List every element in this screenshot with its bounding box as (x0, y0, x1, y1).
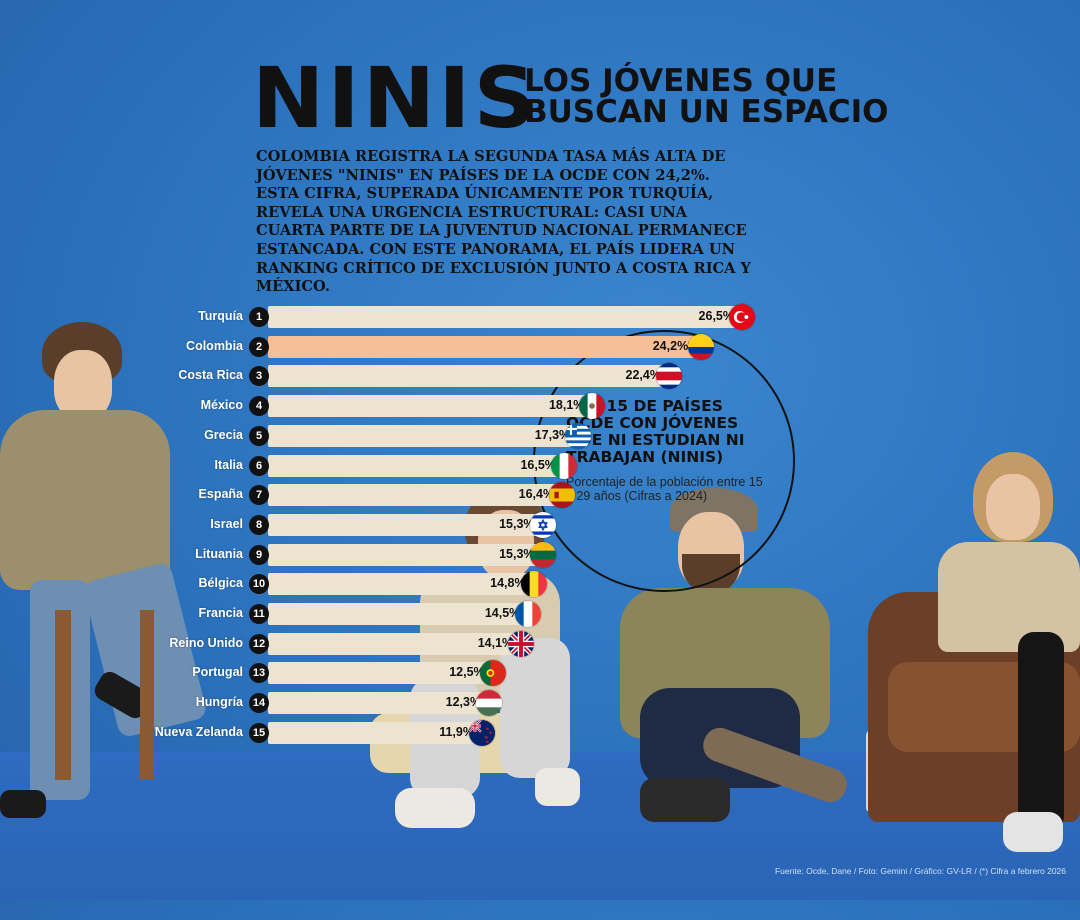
value-label: 26,5% (698, 309, 734, 323)
flag-icon (520, 571, 547, 598)
callout-title: TOP 15 DE PAÍSES OCDE CON JÓVENES QUE NI… (566, 397, 745, 466)
category-label: Francia (198, 606, 243, 620)
page-subtitle: LOS JÓVENES QUE BUSCAN UN ESPACIO (524, 63, 889, 130)
category-label: Costa Rica (178, 368, 243, 383)
flag-icon (515, 601, 542, 627)
bar (268, 721, 480, 744)
bar-row: Grecia 5 17,3% (0, 422, 1080, 449)
value-label: 16,4% (518, 487, 555, 502)
flag-icon (729, 304, 755, 330)
category-label: Lituania (195, 546, 243, 561)
category-label: Turquía (198, 309, 243, 323)
value-label: 14,5% (484, 606, 521, 620)
bar (268, 306, 740, 328)
bar (268, 484, 561, 507)
bar-row: Turquía 1 26,5% (0, 304, 1080, 330)
bar-chart: TOP 15 DE PAÍSES OCDE CON JÓVENES QUE NI… (0, 304, 1080, 746)
rank-badge: 5 (249, 425, 269, 446)
flag-icon (476, 690, 503, 717)
person-left (0, 320, 209, 830)
source-footer: Fuente: Ocde, Dane / Foto: Gemini / Gráf… (774, 866, 1066, 876)
rank-badge: 12 (249, 633, 269, 654)
category-label: Reino Unido (169, 635, 243, 650)
rank-badge: 3 (249, 366, 269, 387)
bar-row: Israel 8 15,3% (0, 511, 1080, 538)
bar (268, 424, 577, 447)
bar-highlight (268, 335, 700, 358)
flag-icon (688, 333, 715, 360)
flag-icon (579, 393, 606, 420)
value-label: 16,5% (520, 457, 556, 472)
value-label: 11,9% (439, 724, 474, 739)
bar-row: Bélgica 10 14,8% (0, 571, 1080, 598)
bar-row: Lituania 9 15,3% (0, 541, 1080, 568)
bar-row: España 7 16,4% (0, 482, 1080, 509)
bar (268, 454, 562, 477)
rank-badge: 9 (249, 544, 269, 565)
value-label: 14,1% (477, 635, 514, 650)
rank-badge: 1 (249, 307, 269, 327)
bar (268, 632, 520, 655)
category-label: Nueva Zelanda (154, 724, 243, 739)
flag-icon (549, 482, 576, 509)
category-label: España (198, 487, 243, 502)
value-label: 15,3% (499, 546, 535, 561)
bar (268, 573, 532, 596)
flag-icon (468, 719, 495, 746)
bar-row: Francia 11 14,5% (0, 601, 1080, 627)
value-label: 22,4% (625, 368, 661, 383)
category-label: Italia (214, 457, 244, 472)
rank-badge: 10 (249, 574, 269, 595)
value-label: 12,5% (449, 665, 485, 680)
category-label: Portugal (192, 665, 243, 680)
rank-badge: 15 (249, 722, 269, 743)
rank-badge: 13 (249, 663, 269, 684)
flag-icon (550, 452, 577, 479)
bar (268, 395, 591, 418)
page-title: NINIS (252, 49, 539, 147)
value-label: 15,3% (499, 516, 535, 531)
rank-badge: 8 (249, 514, 269, 535)
rank-badge: 14 (249, 693, 269, 714)
bar-row: Italia 6 16,5% (0, 452, 1080, 479)
category-label: Bélgica (198, 576, 243, 591)
rank-badge: 4 (249, 396, 269, 417)
rank-badge: 2 (249, 336, 269, 357)
bar-row: Nueva Zelanda 15 11,9% (0, 719, 1080, 746)
rank-badge: 11 (249, 604, 269, 624)
bar (268, 662, 491, 685)
callout-subtitle: Porcentaje de la población entre 15 a 29… (566, 475, 763, 503)
bar-row: Colombia 2 24,2%* (0, 333, 1080, 360)
value-label: 18,1% (548, 398, 585, 413)
flag-icon (565, 422, 592, 449)
bar (268, 365, 667, 388)
flag-icon (529, 541, 556, 568)
category-label: Grecia (204, 427, 243, 442)
bar-row: Portugal 13 12,5% (0, 660, 1080, 687)
person-woman-armchair (868, 452, 1080, 872)
bar-row: Costa Rica 3 22,4% (0, 363, 1080, 390)
flag-icon (655, 363, 682, 390)
category-label: México (200, 398, 243, 413)
category-label: Colombia (186, 338, 243, 353)
bar (268, 692, 488, 715)
bar (268, 513, 541, 536)
flag-icon (529, 511, 556, 538)
bar-row: Reino Unido 12 14,1% (0, 630, 1080, 657)
value-label: 14,8% (490, 576, 526, 591)
category-label: Israel (210, 516, 243, 531)
value-label: 17,3% (534, 427, 571, 442)
bar (268, 543, 541, 566)
bar-row: México 4 18,1% (0, 393, 1080, 420)
bar-row: Hungría 14 12,3% (0, 690, 1080, 717)
flag-icon (479, 660, 506, 687)
bar (268, 603, 527, 625)
rank-badge: 7 (249, 485, 269, 506)
intro-text: COLOMBIA REGISTRA LA SEGUNDA TASA MÁS AL… (256, 148, 751, 296)
rank-badge: 6 (249, 455, 269, 476)
category-label: Hungría (195, 695, 243, 710)
value-label: 24,2%* (652, 338, 694, 353)
value-label: 12,3% (445, 695, 482, 710)
flag-icon (508, 630, 535, 657)
